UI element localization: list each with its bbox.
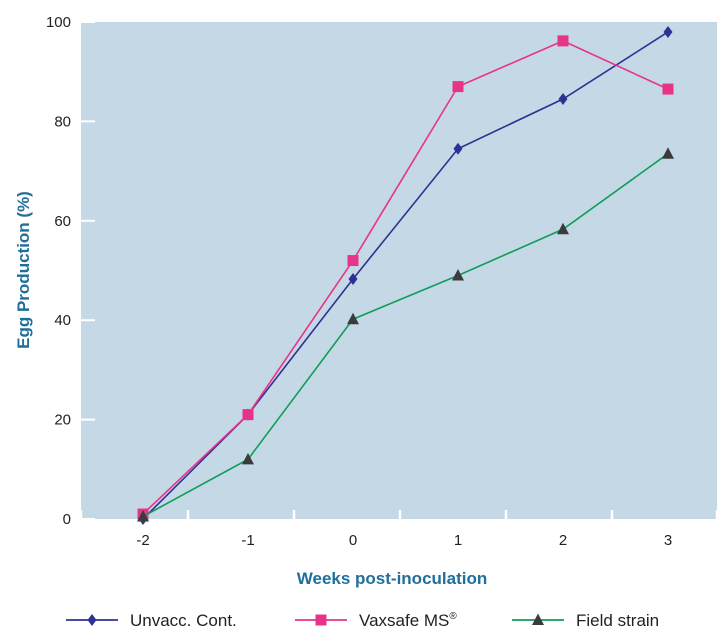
data-point: [557, 222, 569, 235]
series-layer: [137, 25, 674, 525]
x-tick-label: 1: [454, 532, 462, 549]
legend-label: Field strain: [576, 611, 659, 630]
y-tick-label: 100: [46, 14, 71, 31]
data-point: [557, 35, 569, 47]
legend-item: Vaxsafe MS®: [295, 611, 457, 630]
data-point: [347, 255, 359, 267]
y-axis: 0 20 40 60 80 100: [46, 14, 95, 528]
data-point: [453, 142, 463, 155]
data-point: [348, 272, 358, 285]
x-axis-title: Weeks post-inoculation: [297, 569, 488, 588]
series-field-strain: [137, 147, 674, 522]
series-line: [142, 153, 669, 518]
y-tick-label: 40: [54, 312, 71, 329]
y-tick-label: 20: [54, 412, 71, 429]
x-tick-label: -2: [136, 532, 149, 549]
legend-item: Field strain: [512, 611, 659, 630]
data-point: [452, 81, 464, 93]
x-axis: -2 -1 0 1 2 3: [79, 510, 719, 549]
legend-label: Vaxsafe MS®: [359, 611, 457, 630]
y-tick-label: 80: [54, 113, 71, 130]
x-tick-label: 0: [349, 532, 357, 549]
y-tick-label: 60: [54, 213, 71, 230]
data-point: [663, 25, 673, 38]
data-point: [347, 312, 359, 325]
legend-marker: [315, 614, 327, 626]
data-point: [242, 409, 254, 421]
data-point: [452, 268, 464, 281]
plot-area: [81, 22, 717, 519]
data-point: [662, 83, 674, 95]
legend: Unvacc. Cont. Vaxsafe MS® Field strain: [66, 611, 659, 630]
legend-item: Unvacc. Cont.: [66, 611, 237, 630]
data-point: [137, 510, 149, 522]
data-point: [242, 452, 254, 465]
x-tick-label: -1: [241, 532, 254, 549]
y-axis-title: Egg Production (%): [14, 191, 33, 349]
legend-label: Unvacc. Cont.: [130, 611, 237, 630]
x-tick-label: 2: [559, 532, 567, 549]
legend-marker: [87, 614, 97, 626]
series-line: [142, 40, 669, 515]
y-tick-label: 0: [63, 511, 71, 528]
data-point: [662, 147, 674, 159]
data-point: [558, 93, 568, 106]
legend-marker: [532, 613, 544, 625]
x-tick-label: 3: [664, 532, 672, 549]
